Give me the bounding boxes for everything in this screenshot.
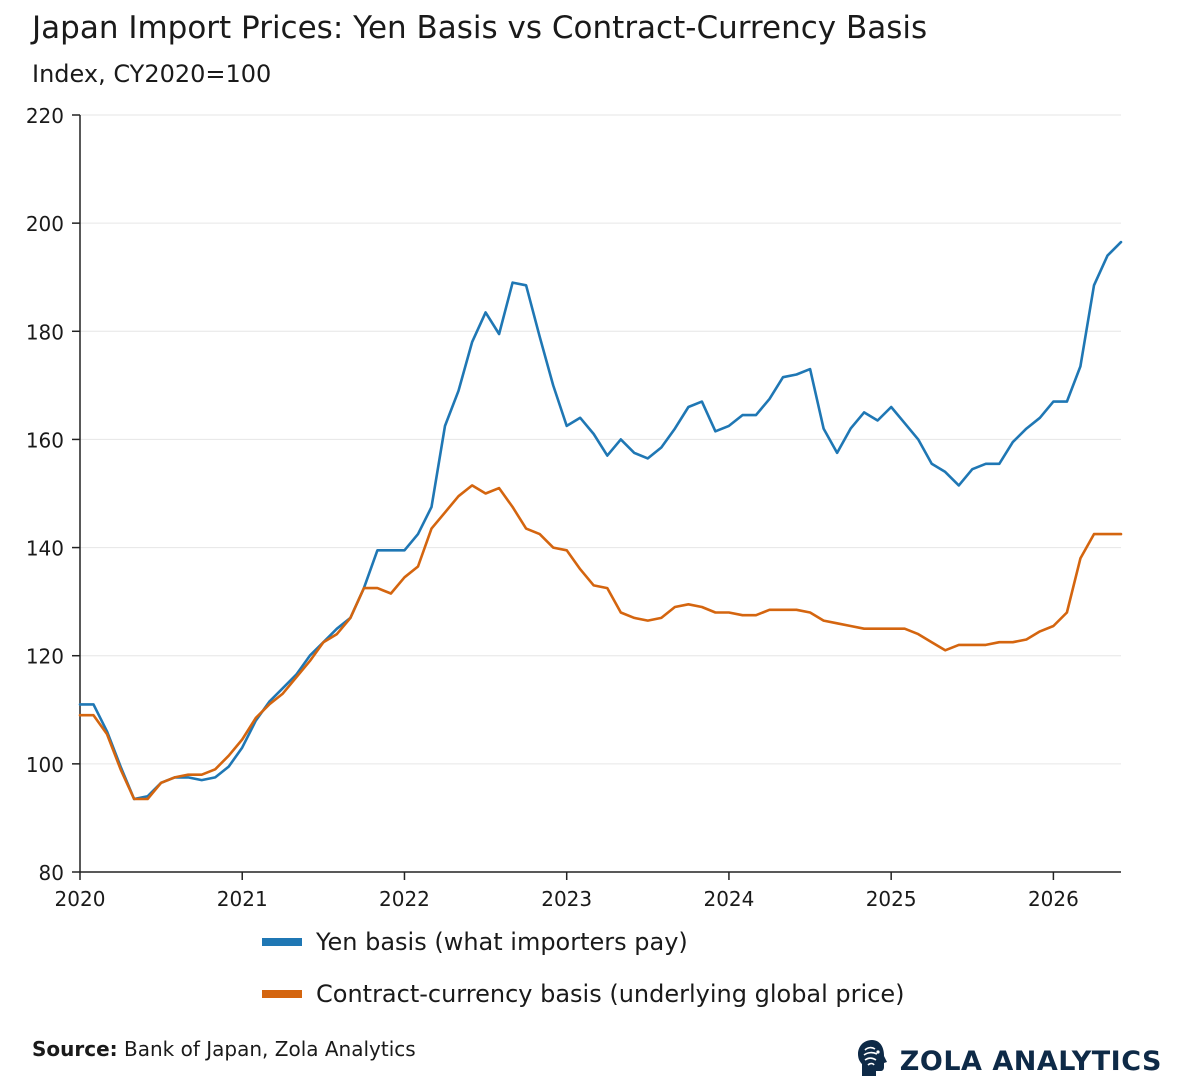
source-note: Source: Bank of Japan, Zola Analytics xyxy=(32,1037,416,1061)
legend-label-contract: Contract-currency basis (underlying glob… xyxy=(316,980,905,1008)
y-tick-label: 160 xyxy=(26,428,64,452)
x-tick-label: 2025 xyxy=(866,887,917,911)
legend-item-yen: Yen basis (what importers pay) xyxy=(262,928,905,956)
legend: Yen basis (what importers pay) Contract-… xyxy=(262,928,905,1008)
brand-name: ZOLA ANALYTICS xyxy=(899,1046,1162,1077)
x-tick-label: 2021 xyxy=(217,887,268,911)
x-tick-label: 2024 xyxy=(703,887,754,911)
y-tick-label: 180 xyxy=(26,320,64,344)
brand-logo: ZOLA ANALYTICS xyxy=(856,1038,1162,1085)
x-tick-label: 2026 xyxy=(1028,887,1079,911)
legend-swatch-yen xyxy=(262,938,302,946)
y-tick-label: 100 xyxy=(26,753,64,777)
series-line-contract xyxy=(78,484,1123,801)
source-label: Source: xyxy=(32,1037,118,1061)
y-tick-label: 140 xyxy=(26,537,64,561)
legend-label-yen: Yen basis (what importers pay) xyxy=(316,928,688,956)
y-tick-label: 120 xyxy=(26,645,64,669)
legend-item-contract: Contract-currency basis (underlying glob… xyxy=(262,980,905,1008)
source-text: Bank of Japan, Zola Analytics xyxy=(117,1037,416,1061)
head-profile-icon xyxy=(856,1038,890,1085)
chart-subtitle: Index, CY2020=100 xyxy=(32,60,272,88)
legend-swatch-contract xyxy=(262,990,302,998)
y-tick-label: 220 xyxy=(26,104,64,128)
y-tick-label: 200 xyxy=(26,212,64,236)
x-tick-label: 2023 xyxy=(541,887,592,911)
series-line-yen xyxy=(78,240,1123,801)
y-tick-label: 80 xyxy=(39,861,64,885)
chart-title: Japan Import Prices: Yen Basis vs Contra… xyxy=(32,10,928,46)
x-tick-label: 2020 xyxy=(55,887,106,911)
x-tick-label: 2022 xyxy=(379,887,430,911)
